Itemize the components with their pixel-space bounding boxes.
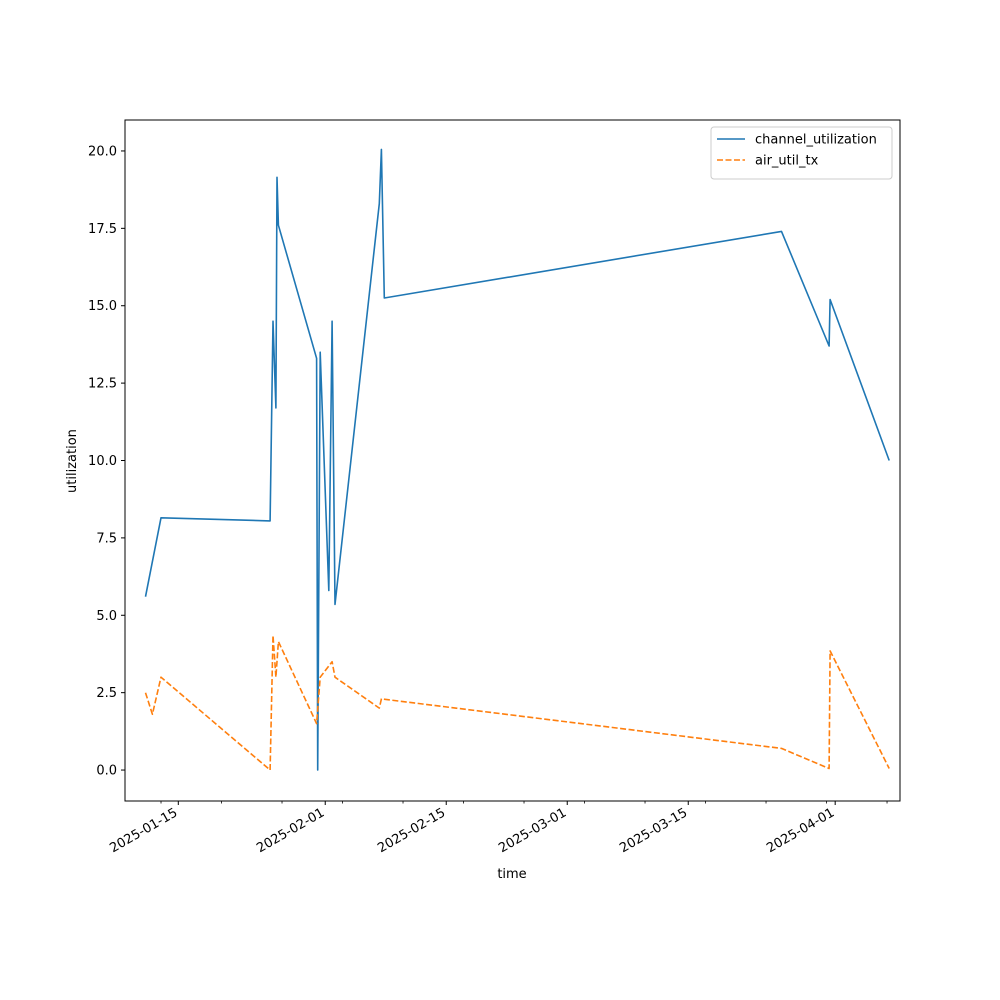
x-tick-label: 2025-03-01 (496, 805, 569, 856)
x-tick-label: 2025-02-15 (375, 805, 448, 856)
legend-label: channel_utilization (755, 133, 877, 148)
y-axis-label: utilization (65, 429, 80, 493)
x-tick-label: 2025-03-15 (617, 805, 690, 856)
x-tick-label: 2025-04-01 (764, 805, 837, 856)
y-tick-label: 7.5 (96, 531, 117, 546)
y-axis: 0.0 2.5 5.0 7.5 10.0 12.5 15.0 17.5 20.0 (88, 144, 125, 779)
y-tick-label: 15.0 (88, 299, 117, 314)
series-line-air_util_tx (144, 634, 890, 771)
y-tick-label: 12.5 (88, 377, 117, 392)
legend: channel_utilization air_util_tx (710, 126, 893, 180)
y-tick-label: 2.5 (96, 686, 117, 701)
x-tick-label: 2025-02-01 (254, 805, 327, 856)
x-axis: 2025-01-15 2025-02-01 2025-02-15 2025-03-01… (107, 801, 888, 856)
series-line-channel_utilization (144, 148, 890, 771)
y-tick-label: 10.0 (88, 454, 117, 469)
x-axis-label: time (497, 867, 526, 882)
y-tick-label: 17.5 (88, 222, 117, 237)
plot-frame (124, 119, 901, 802)
plot-area (124, 119, 901, 802)
x-tick-label: 2025-01-15 (107, 805, 180, 856)
y-tick-label: 5.0 (96, 609, 117, 624)
y-tick-label: 20.0 (88, 144, 117, 159)
legend-box (710, 126, 893, 180)
legend-label: air_util_tx (755, 154, 819, 169)
y-tick-label: 0.0 (96, 764, 117, 779)
